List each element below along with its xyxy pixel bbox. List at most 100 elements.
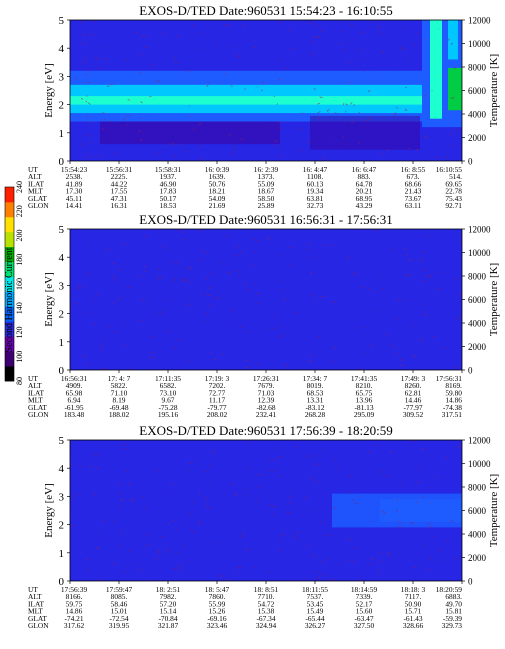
row-value: 16: 6:47 (352, 165, 377, 174)
row-value: 4909. (66, 381, 83, 390)
row-value: 17.30 (66, 187, 83, 196)
y2-tick-label: 4000 (468, 110, 487, 120)
y-tick-label: 4 (59, 252, 65, 264)
y2-tick-label: 6000 (468, 295, 487, 305)
y2-tick-label: 4000 (468, 530, 487, 540)
row-value: 328.66 (403, 621, 424, 630)
colorbar-swatch (5, 306, 14, 322)
row-value: 64.78 (356, 179, 373, 188)
row-value: 7202. (209, 381, 226, 390)
y-tick-label: 2 (59, 100, 65, 112)
row-value: 46.90 (160, 179, 177, 188)
colorbar-swatch (5, 276, 14, 292)
y-tick-label: 3 (59, 491, 65, 503)
panel-1: EXOS-D/TED Date:960531 15:54:23 - 16:10:… (28, 3, 500, 210)
colorbar-ticks: 80 100 120 140 160 180 200 220 240 (15, 181, 24, 385)
low-energy-patch (310, 115, 420, 150)
row-value: 18:14:59 (351, 585, 378, 594)
row-value: 17:26:31 (253, 374, 280, 383)
y2-tick-label: 10000 (468, 459, 491, 469)
row-value: 883. (358, 172, 371, 181)
row-value: 68.53 (307, 388, 324, 397)
row-label: UT (28, 374, 38, 383)
colorbar-tick-label: 220 (15, 205, 24, 217)
y-tick-label: 1 (59, 548, 65, 560)
y2-tick-label: 6000 (468, 86, 487, 96)
row-value: 65.98 (66, 388, 83, 397)
row-value: 15:58:31 (155, 165, 182, 174)
y2-tick-label: 8000 (468, 63, 487, 73)
y-tick-label: 0 (59, 156, 65, 168)
row-value: 72.77 (209, 388, 226, 397)
row-value: 17: 4: 7 (108, 374, 131, 383)
y2-axis-label: Temperature [K] (488, 263, 500, 336)
colorbar-swatch (5, 336, 14, 352)
row-value: -70.84 (158, 614, 177, 623)
row-value: 15.38 (258, 607, 275, 616)
row-value: 1108. (307, 172, 324, 181)
row-label: ALT (28, 172, 42, 181)
y2-axis-label: Temperature [K] (488, 54, 500, 127)
y-tick-label: 0 (59, 365, 65, 377)
row-value: 13.96 (356, 396, 373, 405)
row-value: -74.21 (64, 614, 83, 623)
row-value: 6883. (445, 592, 462, 601)
y-tick-label: 1 (59, 337, 65, 349)
colorbar-swatch (5, 366, 14, 382)
y2-tick-label: 0 (468, 366, 473, 376)
row-value: 323.46 (207, 621, 228, 630)
row-value: 16: 8:55 (401, 165, 426, 174)
row-value: 17:59:47 (106, 585, 133, 594)
row-value: 18.21 (209, 187, 226, 196)
row-value: 15.60 (356, 607, 373, 616)
row-value: 15.14 (160, 607, 177, 616)
row-value: 21.69 (209, 201, 226, 210)
spectrogram-panels: EXOS-D/TED Date:960531 15:54:23 - 16:10:… (28, 3, 500, 630)
row-label: ILAT (28, 388, 44, 397)
row-value: 71.10 (111, 388, 128, 397)
colorbar-tick-label: 80 (15, 377, 24, 385)
row-value: 18:11:55 (302, 585, 328, 594)
row-value: 8019. (307, 381, 324, 390)
y2-tick-label: 8000 (468, 272, 487, 282)
row-value: 9.67 (162, 396, 175, 405)
row-value: 14.86 (66, 607, 83, 616)
row-value: 16: 0:39 (205, 165, 230, 174)
row-value: 63.81 (307, 194, 324, 203)
row-value: 18.53 (160, 201, 177, 210)
row-value: -82.68 (256, 403, 275, 412)
y-axis-label: Energy [eV] (43, 483, 55, 537)
noise-texture (70, 229, 462, 370)
y2-tick-label: 12000 (468, 436, 491, 446)
panel-3: EXOS-D/TED Date:960531 17:56:39 - 18:20:… (28, 423, 500, 630)
row-value: 6.94 (68, 396, 81, 405)
row-value: 15.81 (445, 607, 462, 616)
row-value: 11.17 (209, 396, 226, 405)
y-tick-label: 3 (59, 71, 65, 83)
row-value: 55.09 (258, 179, 275, 188)
row-label: GLAT (28, 403, 47, 412)
row-value: 6582. (160, 381, 177, 390)
row-value: 12.39 (258, 396, 275, 405)
row-value: 15:54:23 (61, 165, 88, 174)
row-value: 188.02 (109, 410, 130, 419)
row-value: 18: 5:47 (205, 585, 230, 594)
row-value: 208.02 (207, 410, 228, 419)
row-value: 327.50 (354, 621, 375, 630)
y2-tick-label: 2000 (468, 553, 487, 563)
row-value: 8210. (356, 381, 373, 390)
row-value: 68.95 (356, 194, 373, 203)
row-value: 15:56:31 (106, 165, 133, 174)
end-broadening-upper (448, 20, 458, 60)
row-value: 17:19: 3 (205, 374, 230, 383)
row-label: MLT (28, 187, 43, 196)
row-value: 15.49 (307, 607, 324, 616)
row-value: 5822. (111, 381, 128, 390)
row-value: -69.48 (109, 403, 128, 412)
row-value: 53.45 (307, 599, 324, 608)
row-value: 47.31 (111, 194, 128, 203)
y-tick-label: 2 (59, 520, 65, 532)
y-axis-label: Energy [eV] (43, 63, 55, 117)
row-value: 7339. (356, 592, 373, 601)
